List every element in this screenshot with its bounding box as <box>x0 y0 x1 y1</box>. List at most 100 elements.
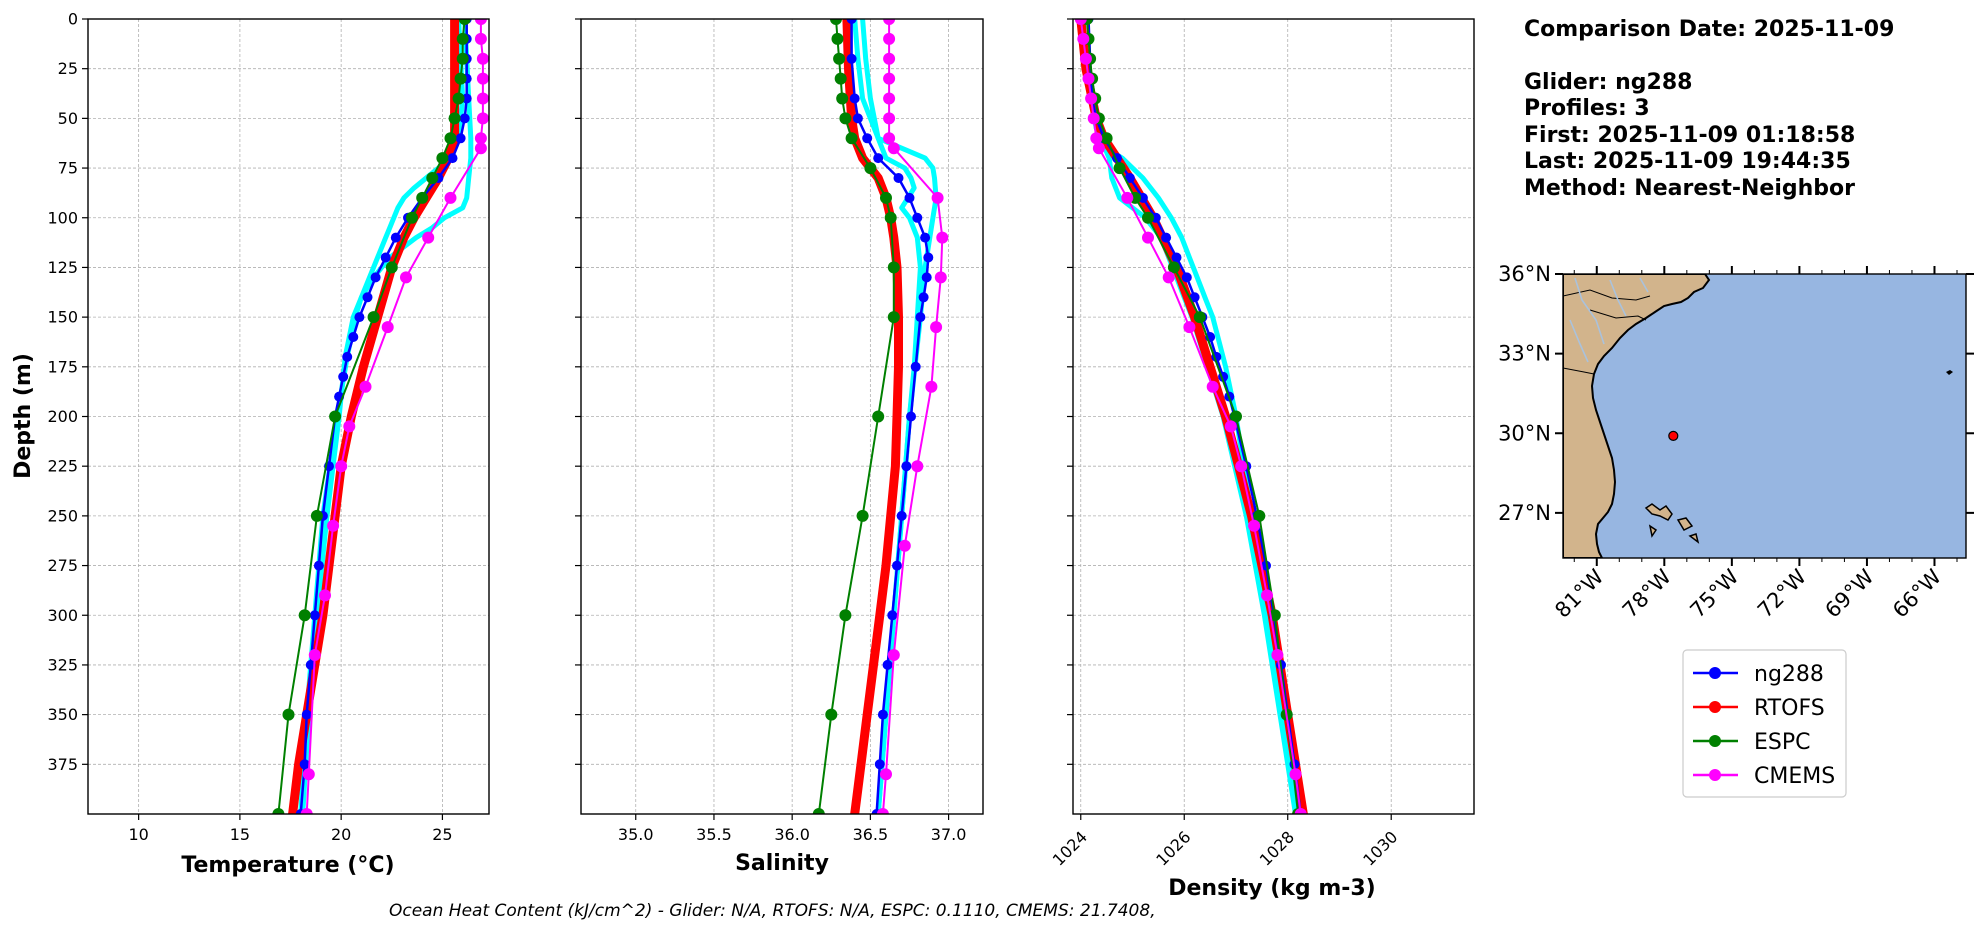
density-cmems-point <box>1248 519 1261 532</box>
salinity-panel: 35.0 35.5 36.0 36.5 37.0 Salinity <box>575 18 984 876</box>
temperature-ng288-point <box>447 153 458 164</box>
salinity-cmems-point <box>898 539 911 552</box>
salinity-espc-point <box>887 261 900 274</box>
density-x-ticks: 1024 1026 1028 1030 <box>1049 814 1401 870</box>
salinity-y-tick-marks <box>575 18 581 765</box>
salinity-ng288-point <box>862 133 873 144</box>
salinity-espc-point <box>880 191 892 204</box>
salinity-xtick-label: 36.5 <box>853 825 889 844</box>
salinity-cmems-point <box>883 72 896 85</box>
salinity-espc-point <box>839 609 852 622</box>
profile-count: Profiles: 3 <box>1524 96 1650 121</box>
temperature-cmems-point <box>343 420 356 433</box>
temperature-cmems-point <box>302 768 315 781</box>
temperature-espc-point <box>416 191 429 204</box>
salinity-ng288-point <box>892 560 902 571</box>
salinity-cmems-point <box>883 112 896 125</box>
first-time: First: 2025-11-09 01:18:58 <box>1524 123 1855 148</box>
salinity-cmems-point <box>925 380 938 393</box>
last-time: Last: 2025-11-09 19:44:35 <box>1524 149 1851 174</box>
salinity-x-ticks: 35.0 35.5 36.0 36.5 37.0 <box>618 814 966 844</box>
temperature-espc-point <box>272 808 285 814</box>
salinity-xtick-label: 35.5 <box>696 825 732 844</box>
state-border <box>1589 309 1647 321</box>
temperature-panel: 10 15 20 25 0 25 50 75 100 125 150 175 200 225 250 275… <box>11 10 490 878</box>
us-coastline <box>1563 274 1711 558</box>
density-cmems-point <box>1085 92 1098 105</box>
density-espc-point <box>1253 509 1266 522</box>
temperature-cmems-point <box>319 589 331 602</box>
method: Method: Nearest-Neighbor <box>1524 176 1855 201</box>
temperature-espc-point <box>426 172 439 184</box>
temperature-ng288-point <box>348 332 359 342</box>
density-cmems-point <box>1162 271 1175 284</box>
temperature-espc-point <box>458 19 471 25</box>
density-cmems-point <box>1092 142 1105 155</box>
temperature-espc-point <box>298 609 311 622</box>
depth-tick-label: 350 <box>47 705 78 724</box>
temperature-espc-point <box>448 112 461 125</box>
temperature-cmems-point <box>474 132 487 145</box>
depth-tick-label: 175 <box>47 357 78 376</box>
salinity-ng288-point <box>846 19 857 24</box>
salinity-espc-point <box>887 311 900 324</box>
temperature-cmems-point <box>327 519 340 532</box>
depth-tick-label: 375 <box>47 755 78 774</box>
density-xtick-label: 1028 <box>1256 827 1298 869</box>
temperature-ng288-point <box>455 133 466 144</box>
legend-marker-espc <box>1709 735 1721 747</box>
depth-tick-label: 125 <box>47 258 78 277</box>
density-espc-point <box>1142 211 1154 224</box>
location-map: 36°N 33°N 30°N 27°N 81°W 78°W 75°W 72°W 69°W 66°W <box>1498 262 1974 623</box>
density-espc-point <box>1100 132 1113 145</box>
legend-marker-cmems <box>1709 769 1721 781</box>
depth-tick-label: 275 <box>47 556 78 575</box>
temperature-glider-raw-line <box>300 19 474 814</box>
density-cmems-point <box>1079 52 1092 65</box>
density-ng288-point <box>1124 173 1135 183</box>
salinity-espc-point <box>836 92 849 105</box>
salinity-ng288-point <box>887 610 898 621</box>
map-lat-label: 33°N <box>1498 342 1551 366</box>
density-cmems-point <box>1077 32 1090 45</box>
state-border <box>1563 289 1651 301</box>
legend-box <box>1682 649 1847 798</box>
salinity-grid <box>581 18 983 814</box>
salinity-ng288-point <box>912 212 923 223</box>
density-cmems-point <box>1235 460 1248 473</box>
temperature-cmems-point <box>335 460 348 473</box>
temperature-espc-point <box>456 52 469 65</box>
density-cmems-point <box>1121 191 1134 204</box>
temperature-cmems-point <box>476 52 489 65</box>
density-y-tick-marks <box>1067 18 1073 765</box>
temperature-espc-point <box>310 509 323 522</box>
density-espc-point <box>1113 162 1126 175</box>
depth-tick-label: 225 <box>47 457 78 476</box>
temperature-ng288-point <box>338 371 349 382</box>
temperature-cmems-point <box>474 19 487 25</box>
temperature-cmems-point <box>422 231 435 244</box>
temperature-x-ticks: 10 15 20 25 <box>128 814 453 844</box>
depth-tick-label: 100 <box>47 208 78 227</box>
density-grid <box>1073 18 1474 814</box>
temperature-espc-point <box>452 92 465 105</box>
density-cmems-point <box>1224 420 1237 433</box>
density-xtick-label: 1024 <box>1049 827 1091 869</box>
density-cmems-point <box>1082 72 1095 85</box>
temperature-series <box>272 19 489 814</box>
map-lon-label: 75°W <box>1685 564 1743 622</box>
density-cmems-point <box>1261 589 1273 602</box>
salinity-cmems-point <box>934 271 947 284</box>
legend-label-espc: ESPC <box>1754 730 1811 755</box>
temperature-espc-point <box>454 72 467 85</box>
temperature-cmems-point <box>308 649 321 661</box>
temperature-ng288-point <box>461 93 472 104</box>
temperature-espc-point <box>282 708 295 721</box>
temperature-ng288-point <box>342 351 353 362</box>
salinity-cmems-point <box>911 460 924 473</box>
salinity-espc-point <box>845 132 858 145</box>
temperature-cmems-point <box>400 271 412 284</box>
legend: ng288 RTOFS ESPC CMEMS <box>1682 649 1847 798</box>
salinity-ng288-point <box>873 153 884 164</box>
